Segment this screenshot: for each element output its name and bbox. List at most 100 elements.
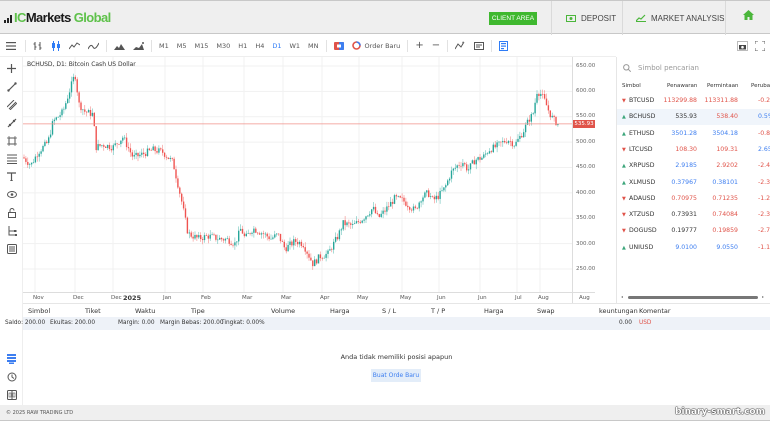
line-chart-button[interactable] bbox=[65, 35, 84, 57]
watchlist-row-ethusd[interactable]: ▲ETHUSD 3501.28 3504.18 -0.8% bbox=[617, 126, 770, 142]
margin-value: Margin: 0.00 bbox=[118, 320, 155, 326]
price-chart[interactable]: BCHUSD, D1: Bitcoin Cash US Dollar bbox=[23, 57, 595, 303]
objects-tree-tool[interactable] bbox=[5, 224, 18, 237]
watchlist-panel: Simbol pencarian Simbol Penawaran Permin… bbox=[616, 57, 770, 303]
ic-markets-logo[interactable]: IC Markets Global bbox=[4, 10, 111, 25]
mountain-icon bbox=[114, 42, 125, 50]
new-order-button[interactable]: Order Baru bbox=[348, 35, 405, 57]
crosshair-tool[interactable] bbox=[5, 62, 18, 75]
bar-chart-button[interactable] bbox=[29, 35, 47, 57]
watchlist-toolbar bbox=[616, 35, 770, 57]
symbol-search-input[interactable]: Simbol pencarian bbox=[623, 64, 699, 72]
channel-tool[interactable] bbox=[5, 98, 18, 111]
col-harga-current: Harga bbox=[484, 307, 504, 315]
col-swap: Swap bbox=[537, 307, 555, 315]
watchlist-row-adausd[interactable]: ▼ADAUSD 0.70975 0.71235 -1.2% bbox=[617, 191, 770, 207]
price-axis[interactable]: 650.00 600.00 550.00 500.00 450.00 400.00 350.… bbox=[572, 57, 616, 303]
fibonacci-tool[interactable] bbox=[5, 152, 18, 165]
arrow-up-icon: ▲ bbox=[622, 244, 626, 251]
timeframe-d1[interactable]: D1 bbox=[272, 41, 282, 50]
col-waktu: Waktu bbox=[135, 307, 156, 315]
delete-drawings-tool[interactable] bbox=[5, 242, 18, 255]
svg-text:f: f bbox=[462, 41, 464, 46]
new-order-icon bbox=[351, 41, 361, 50]
area-chart-button[interactable] bbox=[110, 35, 129, 57]
arrow-down-icon: ▼ bbox=[622, 146, 626, 153]
timeframe-h4[interactable]: H4 bbox=[255, 41, 265, 50]
trend-line-tool[interactable] bbox=[5, 80, 18, 93]
candlestick-chart-canvas[interactable] bbox=[23, 57, 595, 303]
watchlist-row-btcusd[interactable]: ▼BTCUSD 113299.88 113311.88 -0.2% bbox=[617, 93, 770, 109]
time-tick-label: Aug bbox=[538, 295, 549, 301]
smooth-line-button[interactable] bbox=[84, 35, 103, 57]
shapes-tool[interactable] bbox=[5, 134, 18, 147]
divider bbox=[106, 39, 107, 52]
timeframe-m1[interactable]: M1 bbox=[159, 41, 169, 50]
candlestick-button[interactable] bbox=[47, 35, 65, 57]
client-area-button[interactable]: CLIENT AREA bbox=[489, 12, 537, 25]
bid-price: 9.0100 bbox=[675, 243, 697, 251]
home-button[interactable] bbox=[725, 1, 770, 35]
time-axis[interactable]: Nov Dec Dec 2025 Jan Feb Mar Mar Apr May May Jun Jun… bbox=[23, 292, 595, 303]
price-tick-label: 250.00 bbox=[576, 266, 596, 272]
watchlist-row-xlmusd[interactable]: ▲XLMUSD 0.37967 0.38101 -2.36% bbox=[617, 175, 770, 191]
zoom-out-button[interactable]: − bbox=[431, 40, 441, 51]
price-tick-label: 300.00 bbox=[576, 241, 596, 247]
chart-line-icon bbox=[636, 14, 646, 22]
screenshot-button[interactable] bbox=[737, 41, 748, 51]
watermark-text: binary-smart.com bbox=[675, 407, 765, 417]
one-click-trading-button[interactable] bbox=[330, 35, 348, 57]
arrow-up-icon: ▲ bbox=[622, 179, 626, 186]
scroll-left-icon[interactable]: ◂ bbox=[621, 294, 624, 299]
history-tab[interactable] bbox=[5, 370, 18, 383]
indicators-button[interactable]: f bbox=[451, 35, 470, 57]
arrow-up-icon: ▲ bbox=[622, 130, 626, 137]
watchlist-row-xrpusd[interactable]: ▲XRPUSD 2.9185 2.9202 -2.42% bbox=[617, 158, 770, 174]
watchlist-horizontal-scrollbar[interactable]: ◂ ▸ bbox=[620, 294, 768, 300]
col-komentar: Komentar bbox=[639, 307, 671, 315]
toggle-watchlist-button[interactable] bbox=[495, 35, 512, 57]
timeframe-h1[interactable]: H1 bbox=[238, 41, 248, 50]
time-tick-label: Mar bbox=[281, 295, 292, 301]
margin-bebas-value: Margin Bebas: 200.00 bbox=[160, 320, 224, 326]
create-new-order-button[interactable]: Buat Orde Baru bbox=[371, 369, 421, 382]
template-button[interactable] bbox=[470, 35, 488, 57]
volume-chart-button[interactable] bbox=[129, 35, 148, 57]
profit-value: 0.00 bbox=[619, 320, 632, 326]
timeframe-w1[interactable]: W1 bbox=[289, 41, 301, 50]
text-tool[interactable] bbox=[5, 170, 18, 183]
ray-tool[interactable] bbox=[5, 116, 18, 129]
candlestick-icon bbox=[51, 40, 61, 51]
watchlist-row-ltcusd[interactable]: ▼LTCUSD 108.30 109.31 2.65% bbox=[617, 142, 770, 158]
col-tp: T / P bbox=[431, 307, 446, 315]
deposit-link[interactable]: DEPOSIT bbox=[551, 1, 622, 35]
time-tick-label: Jun bbox=[478, 295, 487, 301]
timeframe-m15[interactable]: M15 bbox=[194, 41, 209, 50]
positions-tab[interactable] bbox=[5, 352, 18, 365]
ask-price: 538.40 bbox=[716, 113, 738, 121]
col-ask: Permintaan bbox=[707, 83, 739, 89]
watchlist-row-dogusd[interactable]: ▼DOGUSD 0.19777 0.19859 -2.73% bbox=[617, 223, 770, 239]
timeframe-mn[interactable]: MN bbox=[308, 41, 319, 50]
time-tick-label: May bbox=[357, 295, 369, 301]
watchlist-row-uniusd[interactable]: ▲UNIUSD 9.0100 9.0550 -1.17% bbox=[617, 240, 770, 256]
indicator-fx-icon: f bbox=[455, 41, 466, 50]
timeframe-m5[interactable]: M5 bbox=[176, 41, 187, 50]
journal-tab[interactable] bbox=[5, 388, 18, 401]
scrollbar-thumb[interactable] bbox=[628, 296, 758, 299]
market-analysis-link[interactable]: MARKET ANALYSIS bbox=[622, 1, 725, 35]
menu-button[interactable] bbox=[0, 35, 22, 57]
fullscreen-button[interactable] bbox=[755, 41, 765, 51]
fibonacci-icon bbox=[6, 154, 17, 164]
symbol-name: DOGUSD bbox=[629, 227, 657, 235]
camera-icon bbox=[737, 41, 748, 51]
zoom-in-button[interactable]: + bbox=[415, 40, 424, 51]
lock-tool[interactable] bbox=[5, 206, 18, 219]
timeframe-m30[interactable]: M30 bbox=[216, 41, 231, 50]
visibility-tool[interactable] bbox=[5, 188, 18, 201]
watchlist-row-xtzusd[interactable]: ▼XTZUSD 0.73931 0.74084 -2.37% bbox=[617, 207, 770, 223]
price-tick-label: 550.00 bbox=[576, 113, 596, 119]
bid-price: 113299.88 bbox=[663, 97, 697, 104]
watchlist-row-bchusd[interactable]: ▲BCHUSD 535.93 538.40 0.5% bbox=[617, 109, 770, 126]
scroll-right-icon[interactable]: ▸ bbox=[762, 294, 765, 299]
